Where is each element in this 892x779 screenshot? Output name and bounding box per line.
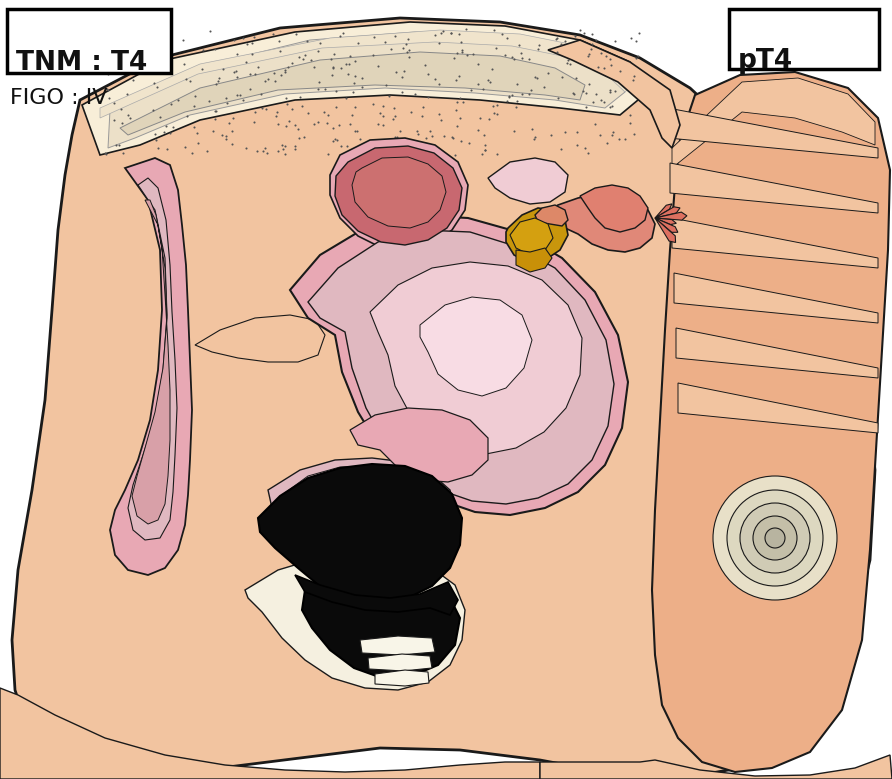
Circle shape <box>753 516 797 560</box>
Polygon shape <box>308 230 614 504</box>
FancyBboxPatch shape <box>7 9 171 73</box>
Polygon shape <box>672 78 875 168</box>
Polygon shape <box>350 408 488 482</box>
Polygon shape <box>655 204 672 218</box>
Polygon shape <box>506 208 568 262</box>
Polygon shape <box>674 273 878 323</box>
FancyBboxPatch shape <box>729 9 879 69</box>
Polygon shape <box>330 138 468 250</box>
Polygon shape <box>295 575 458 615</box>
Polygon shape <box>128 178 177 540</box>
Polygon shape <box>532 194 655 252</box>
Polygon shape <box>672 218 878 268</box>
Polygon shape <box>678 383 878 433</box>
Circle shape <box>765 528 785 548</box>
Polygon shape <box>360 636 435 655</box>
Polygon shape <box>668 108 878 158</box>
Polygon shape <box>375 670 429 686</box>
Polygon shape <box>676 328 878 378</box>
Polygon shape <box>120 52 585 135</box>
Polygon shape <box>370 262 582 454</box>
Circle shape <box>713 476 837 600</box>
Polygon shape <box>268 458 455 550</box>
Polygon shape <box>548 40 680 148</box>
Polygon shape <box>258 464 462 604</box>
Text: FIGO : IV: FIGO : IV <box>10 88 108 108</box>
Polygon shape <box>516 248 552 272</box>
Polygon shape <box>352 157 446 228</box>
Polygon shape <box>195 315 325 362</box>
Polygon shape <box>0 688 540 779</box>
Polygon shape <box>655 218 676 224</box>
Polygon shape <box>335 146 462 245</box>
Polygon shape <box>368 654 432 671</box>
Polygon shape <box>655 212 687 220</box>
Polygon shape <box>540 755 892 779</box>
Polygon shape <box>488 158 568 204</box>
Text: pT4: pT4 <box>738 48 793 74</box>
Polygon shape <box>655 218 675 242</box>
Polygon shape <box>655 206 680 218</box>
Polygon shape <box>100 30 635 118</box>
Polygon shape <box>290 215 628 515</box>
Circle shape <box>727 490 823 586</box>
Polygon shape <box>580 185 648 232</box>
Polygon shape <box>510 218 553 255</box>
Polygon shape <box>655 218 678 232</box>
Circle shape <box>740 503 810 573</box>
Polygon shape <box>12 18 875 775</box>
Polygon shape <box>302 590 460 678</box>
Polygon shape <box>420 297 532 396</box>
Polygon shape <box>245 555 465 690</box>
Text: TNM : T4: TNM : T4 <box>16 50 147 76</box>
Polygon shape <box>280 466 444 546</box>
Polygon shape <box>82 22 650 155</box>
Polygon shape <box>110 158 192 575</box>
Polygon shape <box>535 205 568 226</box>
Polygon shape <box>670 163 878 213</box>
Polygon shape <box>652 72 890 772</box>
Polygon shape <box>132 200 170 524</box>
Polygon shape <box>108 32 625 148</box>
